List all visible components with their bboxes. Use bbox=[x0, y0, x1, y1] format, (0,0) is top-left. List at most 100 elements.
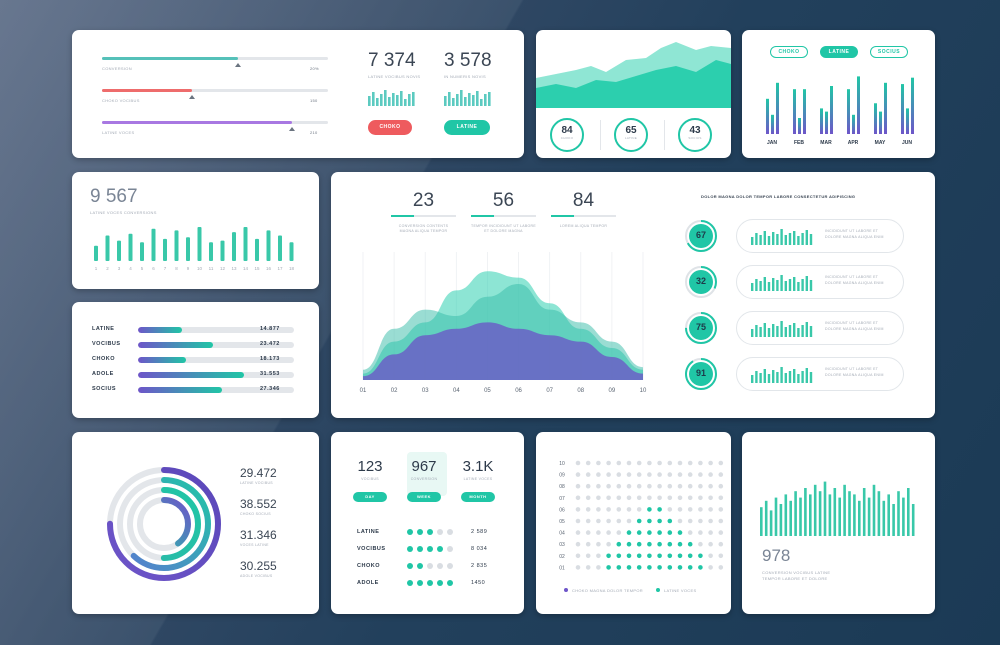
rating-dot bbox=[417, 563, 423, 569]
grid-dot bbox=[596, 460, 601, 466]
mini-bar bbox=[484, 94, 487, 106]
dense-bar bbox=[897, 491, 900, 536]
stat-circle-value: 43 bbox=[689, 125, 701, 136]
dense-bar bbox=[813, 484, 817, 536]
rating-dot bbox=[427, 546, 433, 552]
hbar-label: CHOKO bbox=[92, 356, 115, 362]
grid-dot bbox=[698, 553, 703, 559]
period-tab-month[interactable]: MONTH bbox=[461, 492, 495, 502]
dots-row-value: 2 589 bbox=[471, 529, 488, 535]
hbar-value: 23.472 bbox=[260, 341, 280, 347]
row-mini-bar bbox=[755, 325, 758, 337]
grid-dot bbox=[616, 483, 622, 489]
grid-dot bbox=[667, 518, 673, 524]
month-bar bbox=[852, 114, 855, 134]
grid-dot bbox=[585, 483, 591, 489]
row-mini-bar bbox=[809, 280, 813, 291]
main-card: 23 CONVERSION CONTENTS MAGNA ALIQUA TEMPO… bbox=[331, 172, 935, 418]
dense-bar bbox=[769, 510, 773, 536]
dot-grid-chart: 10 09 08 07 06 05 04 03 02 01 bbox=[559, 460, 724, 571]
stat-circle: 84 CHOKO bbox=[550, 118, 584, 152]
row-mini-bar bbox=[801, 279, 804, 291]
month-tick-label: JUN bbox=[902, 140, 912, 146]
main-tick-label: 01 bbox=[360, 388, 367, 394]
hbar-label: VOCIBUS bbox=[92, 341, 121, 347]
row-mini-bar bbox=[809, 234, 813, 245]
stat-circle-label: LATINE bbox=[624, 136, 638, 140]
grid-dot bbox=[575, 565, 581, 570]
grid-dot bbox=[596, 472, 601, 477]
row-mini-bar bbox=[755, 371, 758, 383]
choko-button[interactable]: CHOKO bbox=[368, 120, 412, 135]
dense-bar bbox=[838, 497, 841, 536]
row-mini-bar bbox=[776, 280, 779, 291]
grid-dot bbox=[575, 472, 581, 477]
month-bar bbox=[901, 84, 904, 134]
donut-value: 38.552 bbox=[240, 497, 277, 511]
mini-bars-2 bbox=[444, 90, 491, 106]
month-bar bbox=[793, 89, 796, 134]
dense-bar bbox=[858, 500, 861, 536]
row-gauge-value: 91 bbox=[695, 368, 706, 378]
dense-bar bbox=[867, 497, 871, 536]
gauge-fill bbox=[685, 220, 717, 252]
dense-bar bbox=[764, 500, 768, 536]
mini-bar bbox=[456, 94, 459, 106]
tab-socius[interactable]: SOCIUS bbox=[870, 46, 908, 58]
main-stat-label: CONVERSION CONTENTS MAGNA ALIQUA TEMPOR bbox=[398, 224, 449, 233]
divider bbox=[600, 120, 601, 150]
row-mini-bar bbox=[805, 276, 808, 291]
month-bar bbox=[803, 89, 806, 134]
dense-bar bbox=[818, 491, 822, 536]
period-tab-day[interactable]: DAY bbox=[353, 492, 387, 502]
progress-track bbox=[102, 57, 328, 60]
hbar-value: 31.553 bbox=[260, 371, 280, 377]
dots-stat-label: CONVERSION bbox=[410, 477, 438, 481]
dense-bar bbox=[799, 497, 802, 536]
main-stat-value: 84 bbox=[572, 190, 595, 211]
row-mini-bar bbox=[755, 233, 758, 245]
row-mini-bar bbox=[776, 326, 779, 337]
grid-dot bbox=[606, 565, 611, 570]
row-mini-bar bbox=[780, 367, 783, 383]
month-bar bbox=[820, 108, 823, 134]
grid-dot bbox=[667, 495, 673, 501]
row-mini-bar bbox=[793, 369, 796, 383]
latine-button[interactable]: LATINE bbox=[444, 120, 490, 135]
mini-bar bbox=[444, 96, 447, 106]
dots-row-label: LATINE bbox=[357, 529, 380, 535]
hbar-value: 18.173 bbox=[260, 356, 280, 362]
count-tick-label: 13 bbox=[231, 266, 237, 271]
dense-bar bbox=[804, 488, 807, 536]
row-mini-bars bbox=[751, 321, 813, 337]
dense-bar bbox=[833, 488, 837, 536]
grid-dot bbox=[667, 553, 673, 559]
mini-bar bbox=[404, 99, 407, 106]
grid-dot bbox=[677, 472, 683, 477]
gauge-fill bbox=[685, 266, 717, 298]
row-mini-bar bbox=[793, 231, 796, 245]
mini-bar bbox=[472, 95, 475, 106]
row-text: INCIDIDUNT UT LABORE ET DOLORE MAGNA ALI… bbox=[825, 367, 884, 377]
grid-dot bbox=[606, 530, 611, 535]
row-mini-bar bbox=[801, 233, 804, 245]
tab-latine[interactable]: LATINE bbox=[820, 46, 858, 58]
tab-choko[interactable]: CHOKO bbox=[770, 46, 808, 58]
mini-bar bbox=[468, 93, 471, 106]
grid-dot bbox=[708, 460, 713, 466]
count-tick-label: 10 bbox=[197, 266, 203, 271]
dotgrid-tick-label: 01 bbox=[559, 565, 565, 571]
row-gauge-value: 32 bbox=[695, 276, 706, 286]
main-stat-value: 56 bbox=[492, 190, 515, 211]
mini-bar bbox=[376, 98, 379, 106]
grid-dot bbox=[616, 541, 622, 547]
count-bar bbox=[197, 227, 202, 261]
period-tab-week[interactable]: WEEK bbox=[407, 492, 441, 502]
grid-dot bbox=[687, 518, 693, 524]
mini-bar bbox=[388, 97, 391, 106]
stat-circle-value: 65 bbox=[625, 125, 637, 136]
hbar-fill bbox=[138, 327, 182, 333]
row-mini-bar bbox=[784, 327, 787, 337]
month-bar bbox=[847, 89, 850, 134]
